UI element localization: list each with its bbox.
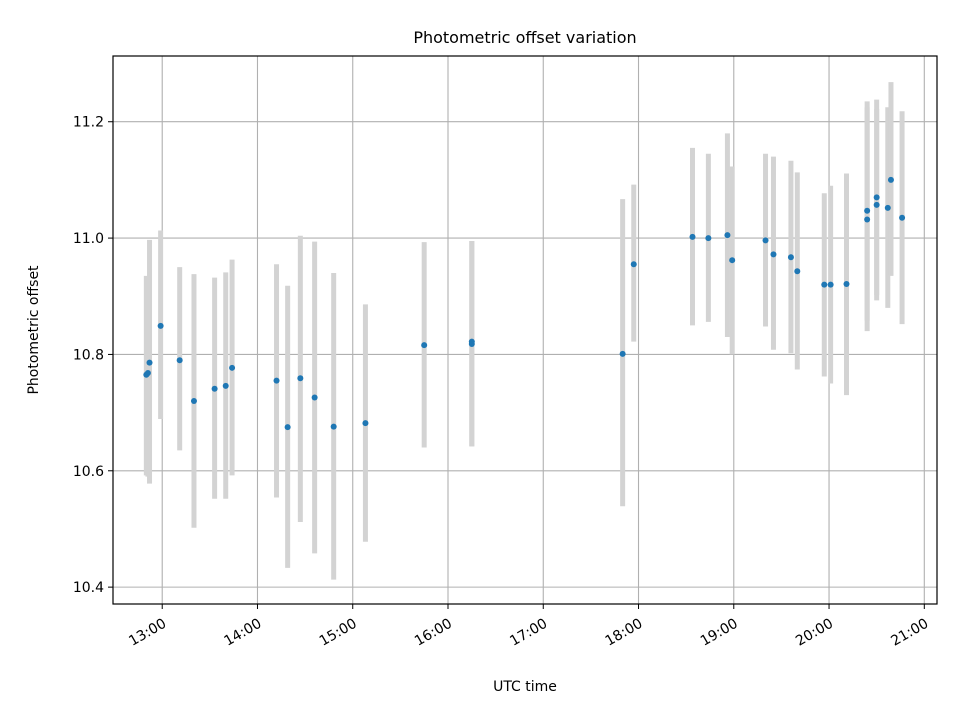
data-point	[222, 382, 229, 389]
data-point	[284, 424, 291, 431]
data-point	[827, 281, 834, 288]
y-tick-label: 11.0	[73, 231, 104, 247]
data-point	[273, 377, 280, 384]
data-point	[421, 342, 428, 349]
data-point	[770, 251, 777, 258]
data-point	[821, 281, 828, 288]
y-tick-label: 11.2	[73, 115, 104, 131]
data-point	[843, 281, 850, 288]
y-tick-label: 10.4	[73, 580, 104, 596]
data-point	[330, 423, 337, 430]
data-point	[211, 385, 218, 392]
data-point	[787, 254, 794, 261]
data-point	[887, 176, 894, 183]
chart-title: Photometric offset variation	[413, 28, 636, 47]
data-point	[190, 397, 197, 404]
x-axis-label: UTC time	[493, 679, 557, 695]
data-point	[144, 370, 151, 377]
data-point	[297, 375, 304, 382]
data-point	[362, 420, 369, 427]
data-point	[705, 235, 712, 242]
data-point	[864, 207, 871, 214]
data-point	[619, 350, 626, 357]
data-point	[146, 359, 153, 366]
plot-frame	[112, 55, 938, 605]
data-point	[873, 201, 880, 208]
y-tick-label: 10.8	[73, 347, 104, 363]
data-point	[864, 216, 871, 223]
data-point	[229, 364, 236, 371]
y-tick-label: 10.6	[73, 464, 104, 480]
data-point	[729, 257, 736, 264]
data-point	[724, 232, 731, 239]
data-point	[468, 340, 475, 347]
data-point	[630, 261, 637, 268]
data-point	[311, 394, 318, 401]
data-point	[689, 233, 696, 240]
data-point	[794, 268, 801, 275]
data-point	[157, 322, 164, 329]
y-axis-label: Photometric offset	[26, 265, 42, 395]
data-point	[762, 237, 769, 244]
grid	[113, 56, 937, 604]
y-axis: 10.4 10.6 10.8 11.0 11.2	[73, 115, 113, 596]
data-point	[176, 357, 183, 364]
data-point	[899, 214, 906, 221]
data-points	[143, 176, 906, 431]
data-point	[884, 204, 891, 211]
data-point	[873, 194, 880, 201]
